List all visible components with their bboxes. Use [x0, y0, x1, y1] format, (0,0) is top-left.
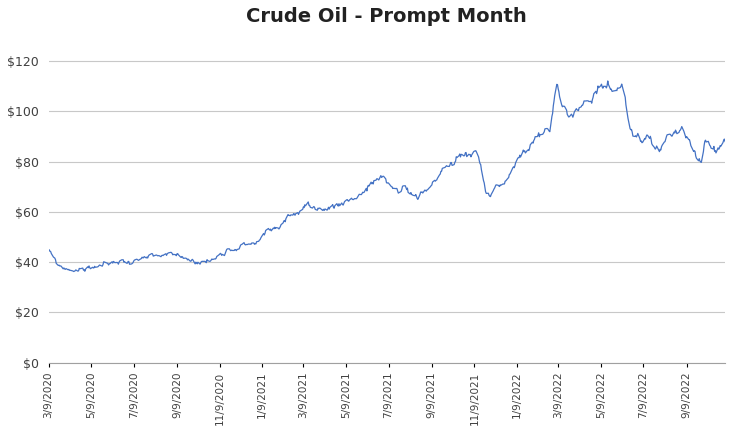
Title: Crude Oil - Prompt Month: Crude Oil - Prompt Month [247, 7, 527, 26]
